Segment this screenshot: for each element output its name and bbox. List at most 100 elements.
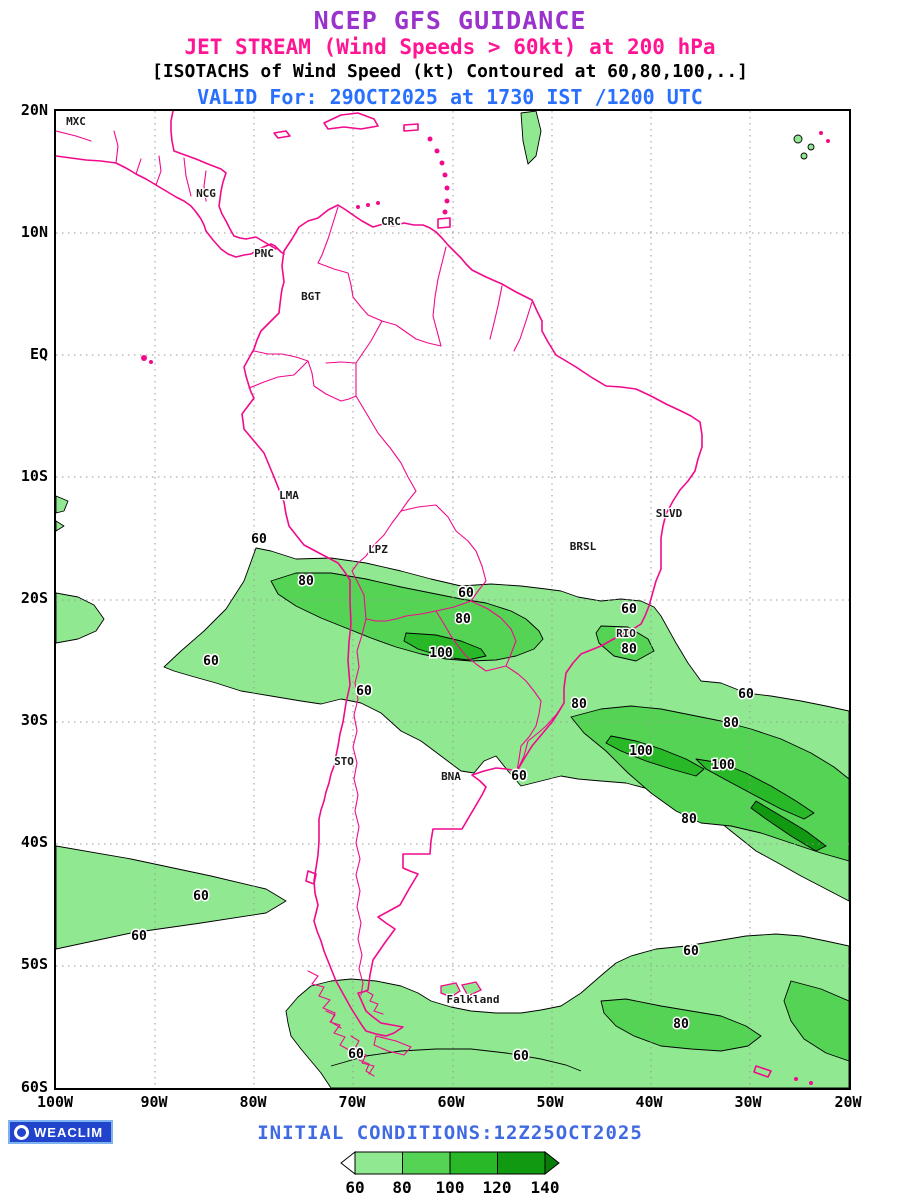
map-svg: MXC NCG CRC PNC BGT LMA LPZ BRSL SLVD RI… <box>56 111 849 1088</box>
contour-note: [ISOTACHS of Wind Speed (kt) Contoured a… <box>151 61 749 82</box>
lon-tick-label: 30W <box>734 1093 762 1111</box>
contour-label: 100 <box>711 758 735 773</box>
antilles-island <box>442 209 448 215</box>
border-peru-brazil <box>355 395 417 512</box>
antilles-island <box>439 160 445 166</box>
city-label: RIO <box>616 627 636 640</box>
border-chile-argentina <box>352 618 367 996</box>
border-colombia-ecuador <box>253 350 309 362</box>
city-label: PNC <box>254 247 274 260</box>
south-georgia-island <box>753 1065 772 1078</box>
isotach-speck <box>800 152 808 160</box>
isotach-region-100-east-a <box>605 735 705 777</box>
lat-tick-label: 20S <box>20 589 48 607</box>
contour-label: 60 <box>203 654 219 669</box>
contour-label: 80 <box>298 574 314 589</box>
contour-label: 60 <box>251 532 267 547</box>
weaclim-logo-text: WEACLIM <box>34 1124 104 1140</box>
fjords <box>307 970 412 1077</box>
contour-label: 60 <box>511 769 527 784</box>
antilles-island <box>434 148 440 154</box>
contour-label: 80 <box>681 812 697 827</box>
colorbar-segment-60-80 <box>354 1151 403 1175</box>
colorbar-tick-label: 140 <box>530 1178 560 1197</box>
isotach-region-60-west-edge <box>56 592 105 644</box>
lat-tick-label: 10S <box>20 467 48 485</box>
city-label: LMA <box>279 489 299 502</box>
abc-island <box>376 201 380 205</box>
colorbar-arrow-left <box>340 1150 356 1176</box>
lat-tick-label: 10N <box>20 223 48 241</box>
city-label: BRSL <box>570 540 597 553</box>
coastlines <box>56 111 703 1037</box>
border-peru-bolivia <box>351 510 402 572</box>
border-ecuador-peru <box>248 360 309 389</box>
falkland-west-island <box>440 982 461 998</box>
contour-label: 80 <box>571 697 587 712</box>
isotach-speck-left-a <box>56 495 69 514</box>
central-america-pacific-coast <box>56 155 285 258</box>
city-label: LPZ <box>368 543 388 556</box>
isotach-region-120-sliver <box>750 800 827 852</box>
isotach-region-60-main <box>163 547 849 902</box>
contour-label: 80 <box>455 612 471 627</box>
jamaica-island <box>273 130 291 139</box>
border-venezuela-guyana <box>432 246 447 347</box>
contour-label: 60 <box>458 586 474 601</box>
lon-tick-label: 40W <box>635 1093 663 1111</box>
colorbar-tick-label: 100 <box>435 1178 465 1197</box>
city-label: MXC <box>66 115 86 128</box>
border-colombia-peru-brazil <box>307 320 383 402</box>
isotach-region-80-southern <box>600 998 762 1052</box>
lat-tick-label: 50S <box>20 955 48 973</box>
colorbar-tick-label: 80 <box>392 1178 412 1197</box>
isotach-speck-left-b <box>56 520 65 532</box>
lon-tick-label: 80W <box>239 1093 267 1111</box>
country-borders <box>248 206 565 996</box>
contour-label: 60 <box>621 602 637 617</box>
lat-tick-label: 20N <box>20 101 48 119</box>
border-guyana-suriname <box>489 285 503 340</box>
border-bolivia-argentina <box>365 600 472 622</box>
city-label: SLVD <box>656 507 683 520</box>
contour-label: 80 <box>723 716 739 731</box>
lat-tick-label: EQ <box>29 345 48 363</box>
antilles-island <box>442 172 448 178</box>
galapagos-island <box>149 360 153 364</box>
lon-tick-label: 60W <box>437 1093 465 1111</box>
initial-conditions-text: INITIAL CONDITIONS:12Z25OCT2025 <box>257 1122 643 1144</box>
antilles-island <box>444 198 450 204</box>
islands <box>141 112 830 1085</box>
city-label: BNA <box>441 770 461 783</box>
city-label: CRC <box>381 215 401 228</box>
city-label: STO <box>334 755 354 768</box>
isotach-inner-60-line-south <box>330 1048 582 1072</box>
lon-tick-label: 50W <box>536 1093 564 1111</box>
south-atlantic-speck <box>809 1081 813 1085</box>
graticule <box>56 111 849 1088</box>
south-atlantic-speck <box>794 1077 798 1081</box>
abc-island <box>356 205 360 209</box>
city-label: NCG <box>196 187 216 200</box>
lon-tick-label: 20W <box>834 1093 862 1111</box>
trinidad-island <box>437 217 451 229</box>
border-argentina-brazil <box>505 665 542 772</box>
isotach-region-100-east-b <box>695 758 815 820</box>
caribbean-speck <box>826 139 830 143</box>
contour-label: 60 <box>131 929 147 944</box>
caribbean-speck <box>819 131 823 135</box>
galapagos-island <box>141 355 147 361</box>
contour-label: 80 <box>621 642 637 657</box>
lat-tick-label: 60S <box>20 1078 48 1096</box>
colorbar-segment-120-140 <box>497 1151 546 1175</box>
border-bolivia-chile <box>351 570 367 620</box>
isotach-region-80-west <box>270 572 544 662</box>
contour-label: 60 <box>193 889 209 904</box>
hispaniola-island <box>323 112 379 130</box>
falkland-east-island <box>461 981 482 997</box>
colorbar <box>340 1150 560 1176</box>
weaclim-logo-icon <box>14 1124 29 1140</box>
lat-tick-label: 30S <box>20 711 48 729</box>
contour-label: 60 <box>738 687 754 702</box>
